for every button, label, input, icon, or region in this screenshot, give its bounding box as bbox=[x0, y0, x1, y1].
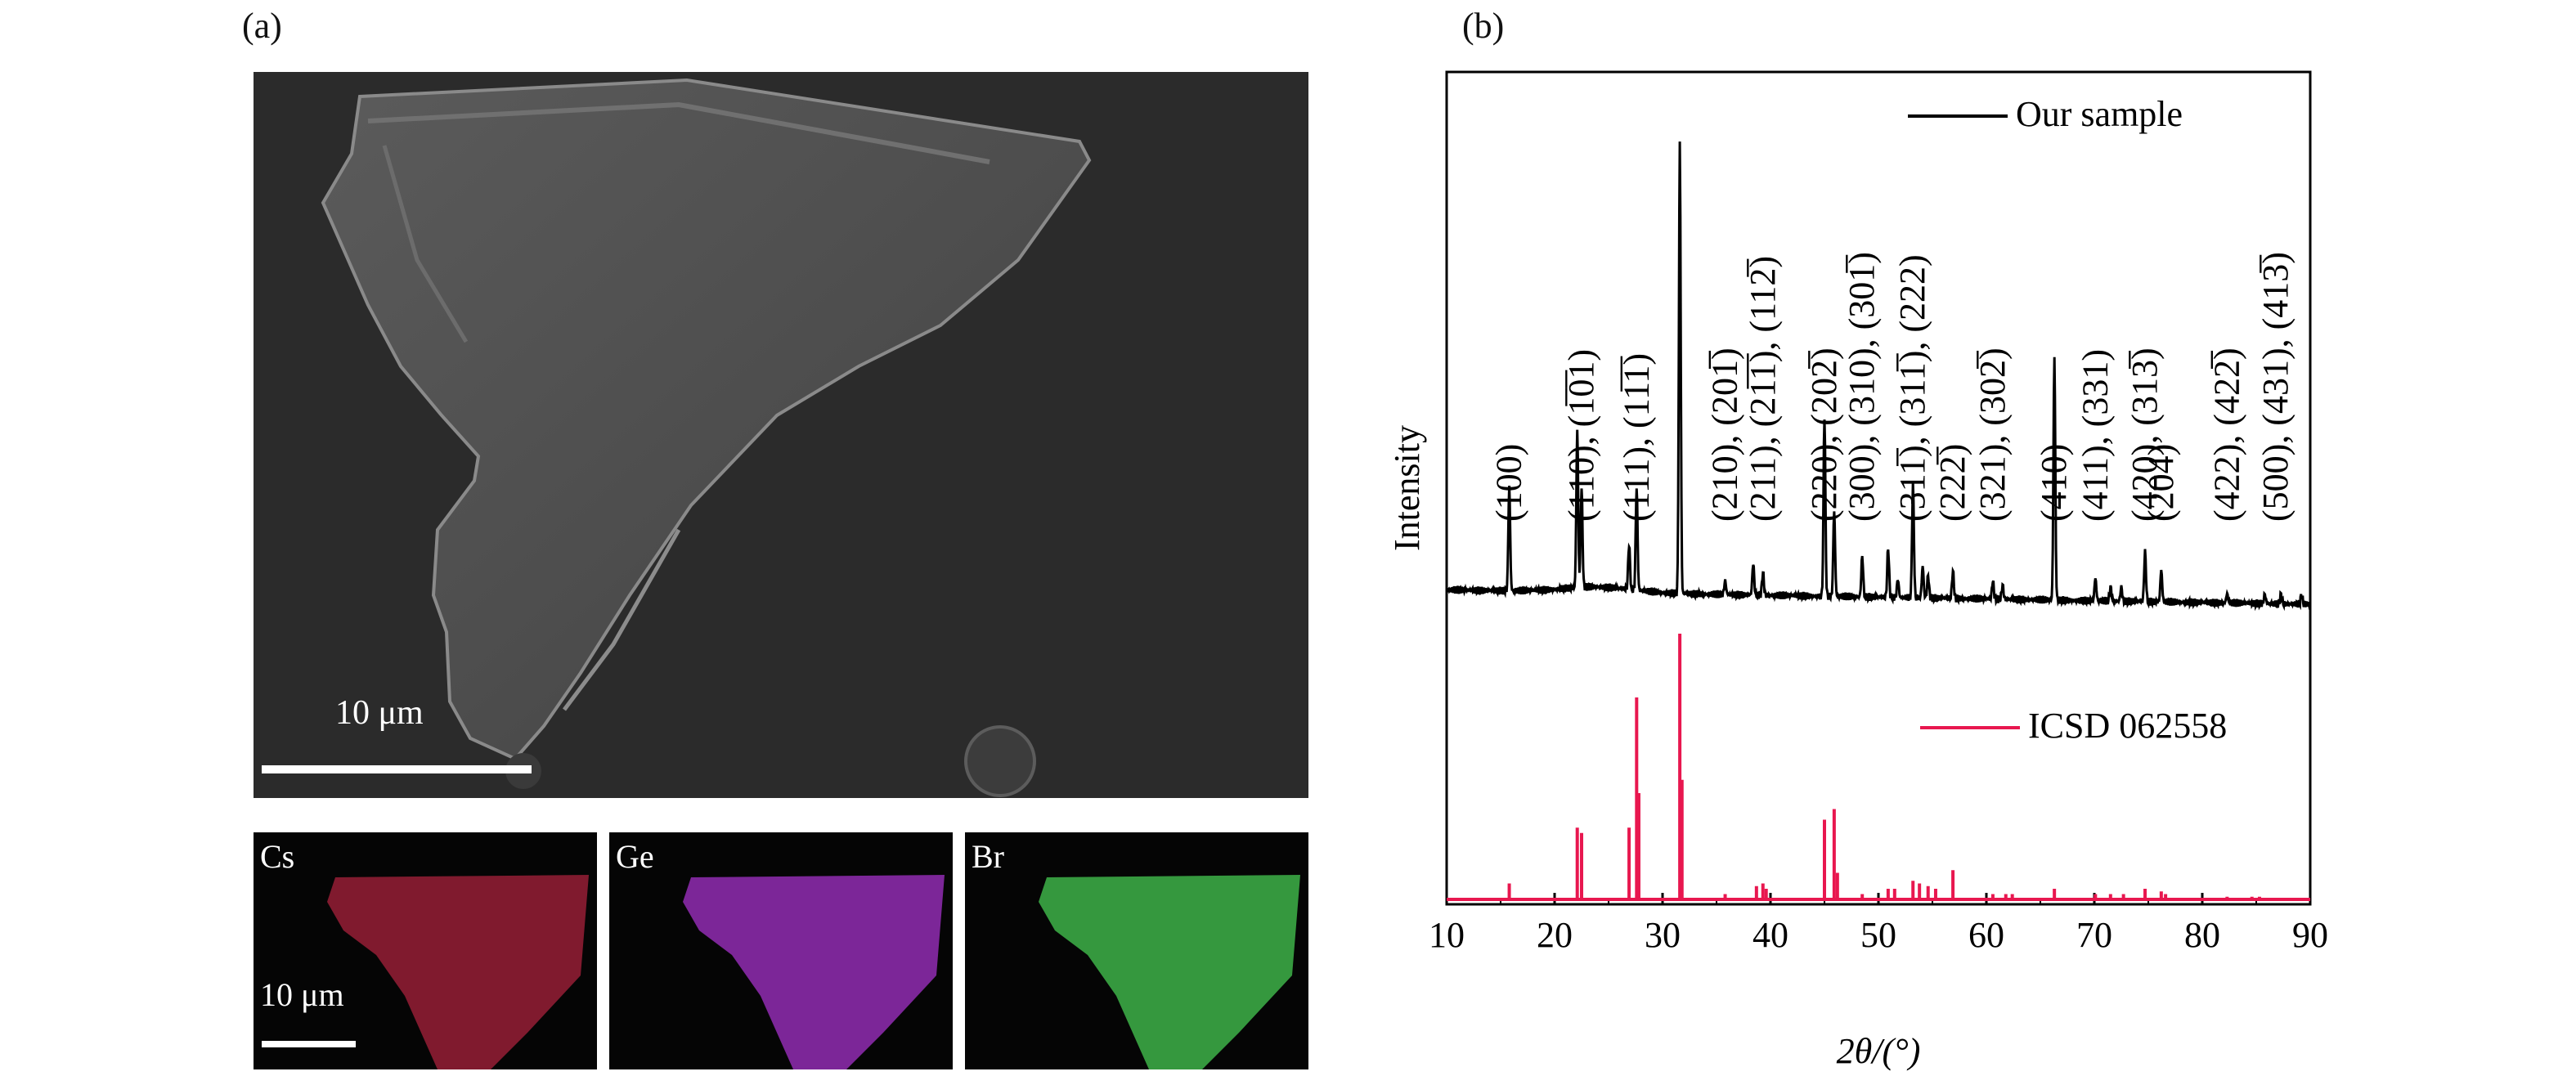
peak-annotations: (100) (110), (1̅0̅1) (111), (11̅1̅) (210), … bbox=[1489, 252, 2296, 522]
x-axis-label: 2θ/(°) bbox=[1837, 1031, 1921, 1071]
x-tick-label: 90 bbox=[2292, 915, 2328, 955]
peak-annotation: (500), (431), (413̅) bbox=[2255, 252, 2296, 522]
legend-label-icsd: ICSD 062558 bbox=[2028, 706, 2227, 746]
eds-label-ge: Ge bbox=[616, 838, 654, 875]
panel-label-a: (a) bbox=[242, 6, 282, 46]
sem-scale-label: 10 μm bbox=[335, 694, 424, 732]
peak-annotation: (311̅), (311̅), (222) bbox=[1892, 254, 1932, 522]
sem-particle-graphic bbox=[254, 72, 1308, 798]
y-axis-label: Intensity bbox=[1387, 425, 1427, 551]
x-tick-label: 20 bbox=[1537, 915, 1573, 955]
eds-label-br: Br bbox=[972, 838, 1004, 875]
peak-annotation: (110), (1̅0̅1) bbox=[1561, 349, 1601, 522]
x-tick-label: 80 bbox=[2184, 915, 2220, 955]
eds-region-br bbox=[1039, 875, 1300, 1069]
peak-annotation: (410) bbox=[2034, 444, 2074, 522]
legend-label-our-sample: Our sample bbox=[2016, 94, 2183, 134]
eds-map-br: Br bbox=[965, 832, 1308, 1069]
sem-scale-bar bbox=[262, 765, 532, 773]
eds-region-cs bbox=[327, 875, 589, 1069]
series-sticks-icsd bbox=[1507, 634, 2261, 899]
eds-label-cs: Cs bbox=[260, 838, 295, 875]
peak-annotation: (300), (310), (301̅) bbox=[1842, 252, 1882, 522]
peak-annotation: (321), (302̅) bbox=[1972, 347, 2013, 522]
peak-annotation: (222̅) bbox=[1932, 444, 1972, 522]
peak-annotation: (111), (11̅1̅) bbox=[1616, 353, 1656, 522]
peak-annotation: (210), (201̅) bbox=[1705, 347, 1745, 522]
x-tick-label: 50 bbox=[1860, 915, 1896, 955]
peak-annotation: (411), (331) bbox=[2075, 349, 2115, 522]
x-tick-label: 30 bbox=[1645, 915, 1681, 955]
x-tick-label: 10 bbox=[1429, 915, 1465, 955]
peak-annotation: (420), (313̅) bbox=[2125, 347, 2165, 522]
peak-annotation: (211), (21̅1̅), (112̅) bbox=[1743, 256, 1783, 522]
peak-annotation: (220), (202̅) bbox=[1804, 347, 1844, 522]
x-tick-label: 40 bbox=[1752, 915, 1788, 955]
peak-annotation: (100) bbox=[1489, 444, 1529, 522]
eds-scale-bar bbox=[262, 1041, 356, 1047]
series-line-our-sample bbox=[1446, 141, 2312, 612]
x-axis-ticks: 10 20 30 40 50 60 70 80 90 bbox=[1429, 893, 2328, 955]
eds-region-ge bbox=[683, 875, 945, 1069]
eds-scale-label: 10 μm bbox=[260, 976, 344, 1013]
particle bbox=[321, 78, 1092, 761]
eds-map-ge: Ge bbox=[609, 832, 953, 1069]
x-tick-label: 70 bbox=[2076, 915, 2112, 955]
peak-annotation: (204) bbox=[2141, 444, 2181, 522]
panel-label-b: (b) bbox=[1462, 6, 1505, 46]
sem-image: 10 μm bbox=[254, 72, 1308, 798]
eds-map-cs: Cs 10 μm bbox=[254, 832, 597, 1069]
x-tick-label: 60 bbox=[1968, 915, 2004, 955]
peak-annotation: (422), (422̅) bbox=[2206, 347, 2246, 522]
